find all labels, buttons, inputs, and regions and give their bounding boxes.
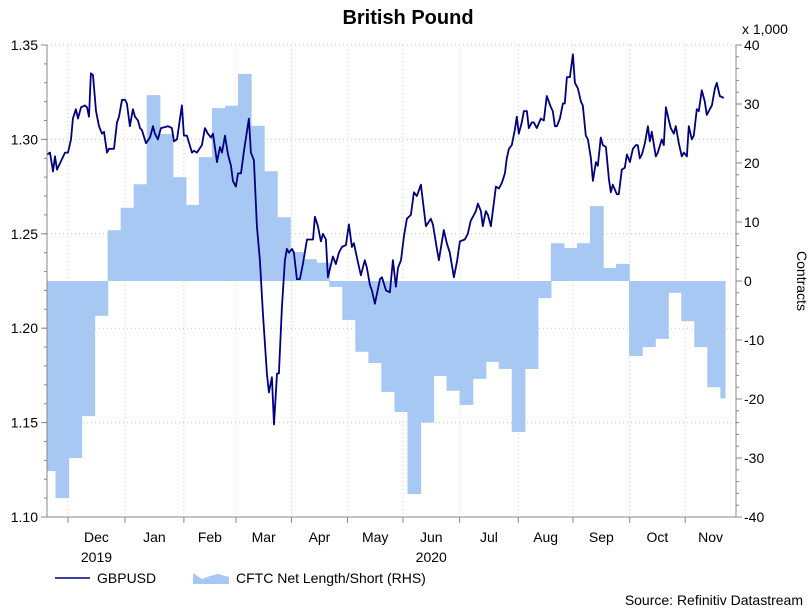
cftc-bar: [94, 281, 109, 316]
cftc-bar: [603, 268, 617, 281]
right-tick-label: -40: [744, 509, 764, 525]
right-axis-label: Contracts: [794, 251, 810, 311]
cftc-bar: [342, 281, 356, 320]
left-tick-label: 1.30: [11, 131, 38, 147]
cftc-bar: [694, 281, 708, 348]
chart-title: British Pound: [342, 7, 473, 29]
left-tick-label: 1.15: [11, 415, 38, 431]
month-label: Nov: [698, 529, 723, 545]
cftc-bar: [159, 134, 174, 281]
cftc-bar: [81, 281, 96, 417]
month-label: Apr: [309, 529, 331, 545]
cftc-bar: [120, 207, 135, 281]
year-label: 2020: [416, 549, 447, 565]
tick-labels: 1.35 1.30 1.25 1.20 1.15 1.10 40 30 20 10 0 -10 -20 -…: [11, 37, 765, 565]
cftc-bar: [211, 108, 226, 281]
cftc-bar: [485, 281, 500, 362]
right-tick-label: -20: [744, 391, 764, 407]
right-tick-label: -30: [744, 450, 764, 466]
cftc-bar: [707, 281, 721, 388]
cftc-bar: [198, 157, 213, 281]
legend-area-swatch: [193, 573, 229, 584]
axes: [41, 44, 742, 523]
cftc-bar: [459, 281, 474, 405]
cftc-bar: [655, 281, 669, 339]
cftc-bar: [394, 281, 409, 412]
cftc-bar: [720, 281, 726, 399]
cftc-bar: [172, 177, 187, 281]
cftc-bar: [668, 281, 682, 293]
cftc-bar: [524, 281, 539, 369]
year-label: 2019: [81, 549, 112, 565]
right-tick-label: 30: [744, 96, 760, 112]
cftc-bar: [407, 281, 422, 494]
right-tick-label: 10: [744, 214, 760, 230]
right-tick-label: 20: [744, 155, 760, 171]
month-label: May: [362, 529, 388, 545]
cftc-bar: [277, 217, 291, 281]
cftc-bar: [433, 281, 448, 376]
cftc-bar: [511, 281, 526, 433]
cftc-bar: [368, 281, 382, 364]
cftc-bar: [498, 281, 513, 369]
cftc-bar: [303, 259, 317, 281]
cftc-bar: [420, 281, 435, 423]
cftc-bar: [472, 281, 487, 379]
cftc-bar: [550, 243, 565, 281]
cftc-bar: [537, 281, 552, 299]
cftc-bars: [47, 73, 726, 499]
month-label: Mar: [252, 529, 276, 545]
cftc-bar: [146, 95, 161, 282]
cftc-bar: [185, 204, 200, 281]
left-tick-label: 1.25: [11, 226, 38, 242]
cftc-bar: [264, 171, 278, 281]
cftc-bar: [642, 281, 656, 348]
legend-cftc: CFTC Net Length/Short (RHS): [236, 570, 426, 586]
month-label: Jan: [143, 529, 166, 545]
month-label: Dec: [84, 529, 109, 545]
cftc-bar: [616, 263, 630, 281]
cftc-bar: [563, 247, 578, 281]
cftc-bar: [55, 281, 70, 499]
gbpusd-line: [46, 53, 725, 426]
right-axis-multiplier: x 1,000: [742, 21, 788, 37]
cftc-bar: [47, 281, 57, 471]
cftc-bar: [133, 184, 148, 281]
cftc-bar: [68, 281, 83, 458]
cftc-bar: [681, 281, 695, 322]
month-label: Jun: [420, 529, 443, 545]
month-label: Oct: [647, 529, 669, 545]
month-label: Aug: [533, 529, 558, 545]
right-tick-label: 40: [744, 37, 760, 53]
cftc-bar: [237, 73, 252, 281]
month-label: Feb: [198, 529, 222, 545]
cftc-bar: [355, 281, 369, 352]
left-tick-label: 1.20: [11, 320, 38, 336]
left-tick-label: 1.35: [11, 37, 38, 53]
cftc-bar: [251, 125, 265, 281]
cftc-bar: [316, 262, 330, 281]
legend: GBPUSD CFTC Net Length/Short (RHS): [55, 570, 426, 586]
cftc-bar: [329, 281, 343, 287]
source-note: Source: Refinitiv Datastream: [625, 592, 803, 608]
cftc-bar: [381, 281, 396, 392]
right-tick-label: -10: [744, 332, 764, 348]
cftc-bar: [224, 105, 239, 282]
right-tick-label: 0: [744, 273, 752, 289]
month-label: Jul: [480, 529, 498, 545]
cftc-bar: [589, 206, 604, 281]
cftc-bar: [629, 281, 643, 356]
left-tick-label: 1.10: [11, 509, 38, 525]
legend-gbpusd: GBPUSD: [97, 570, 156, 586]
month-label: Sep: [589, 529, 614, 545]
cftc-bar: [576, 243, 591, 281]
cftc-bar: [107, 230, 122, 281]
cftc-bar: [446, 281, 461, 391]
